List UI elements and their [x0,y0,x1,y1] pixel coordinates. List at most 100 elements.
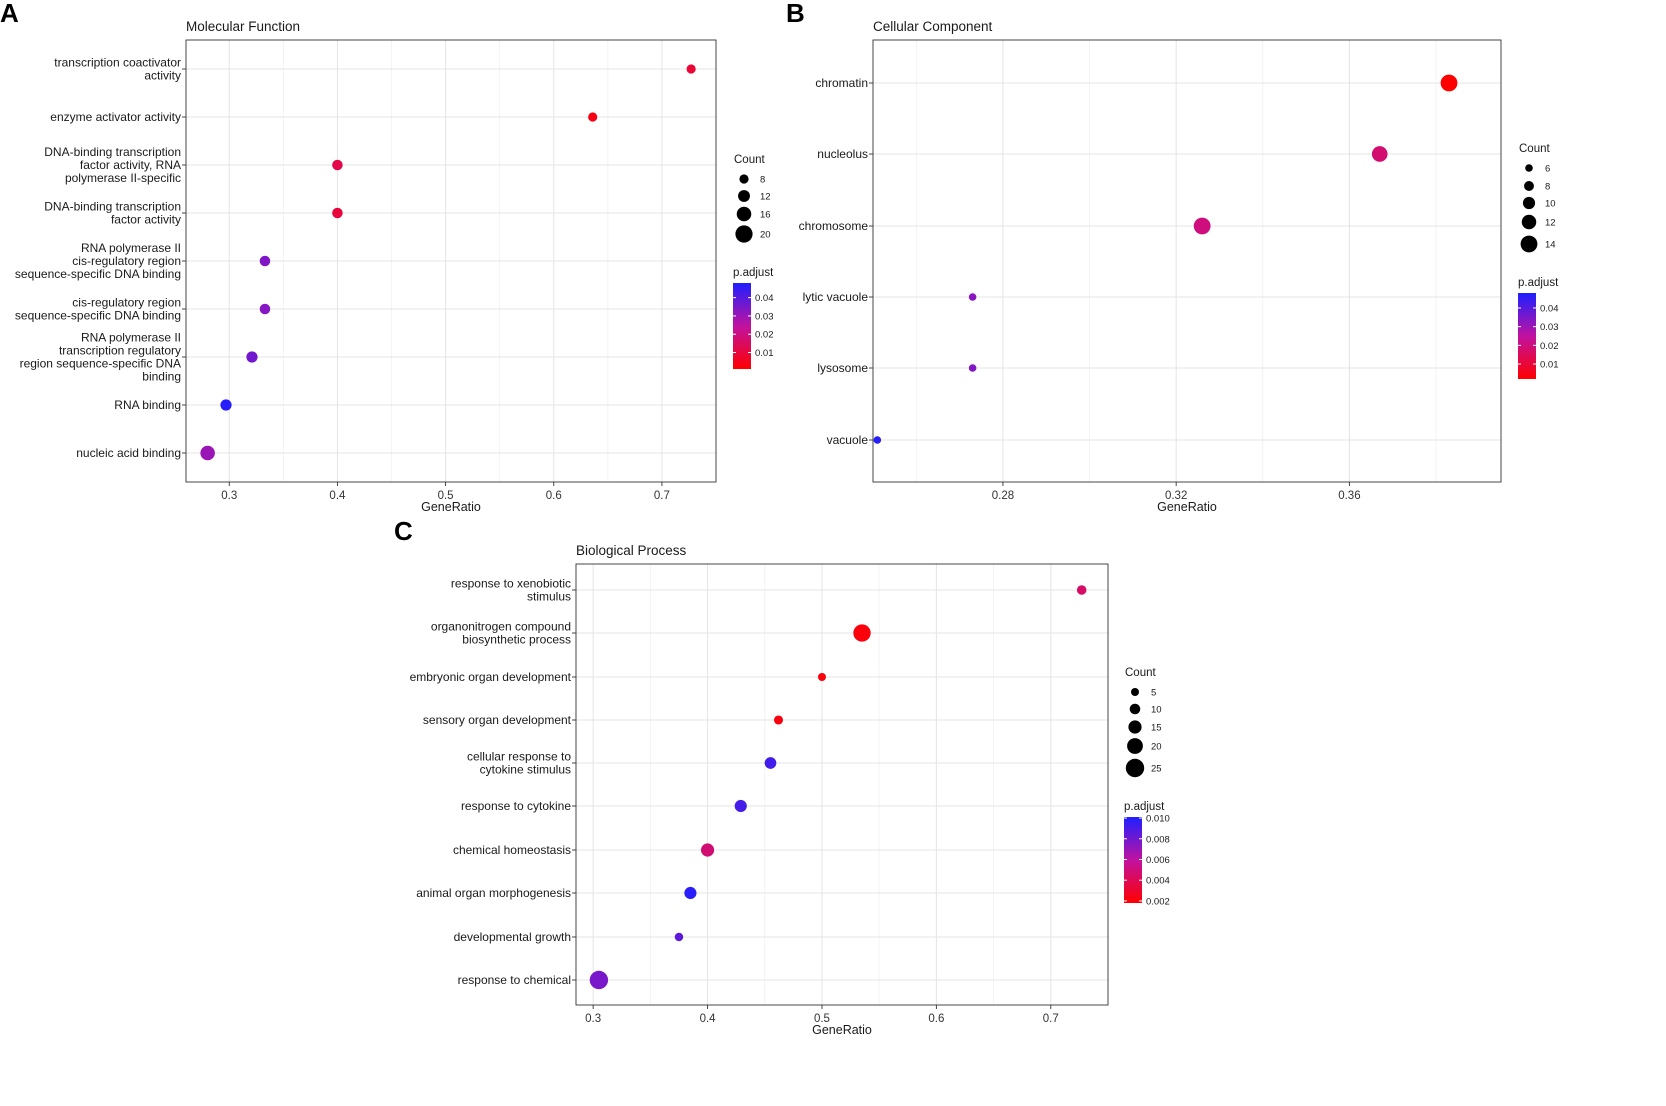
y-category-label: RNA binding [114,398,181,412]
plot-area [873,40,1501,482]
padjust-colorbar [1518,293,1536,379]
y-category-label: chromosome [799,219,869,233]
padjust-legend-label: 0.01 [1540,360,1559,371]
padjust-legend-label: 0.03 [1540,322,1559,333]
count-legend-key [738,190,750,202]
count-legend-label: 20 [1151,742,1162,753]
padjust-legend-label: 0.04 [1540,303,1559,314]
data-point [773,715,784,725]
count-legend-key [1521,214,1537,230]
y-category-label: transcription coactivator activity [54,56,181,83]
count-legend-key [1125,758,1145,778]
plot-border [872,39,1502,483]
y-category-label: RNA polymerase II cis-regulatory region se… [15,241,181,281]
count-legend-label: 15 [1151,723,1162,734]
data-point [873,436,882,444]
x-tick-label: 0.5 [814,1013,830,1025]
count-legend-key [1129,703,1141,715]
panel-c: C Biological Process 0.3 0.4 0.5 0.6 0.7 GeneRa… [394,516,1170,1037]
padjust-legend-label: 0.01 [755,348,774,359]
x-axis-title: GeneRatio [421,500,481,514]
x-tick-label: 0.4 [329,490,346,502]
data-point [246,351,258,363]
panel-b: B Cellular Component 0.28 0.32 0.36 GeneRatio… [786,0,1559,514]
panel-label: B [786,0,805,28]
padjust-legend-label: 0.008 [1146,834,1170,845]
y-category-label: enzyme activator activity [50,110,181,124]
data-point [259,303,271,315]
y-category-label: cis-regulatory region sequence-specific D… [15,296,181,323]
x-tick-label: 0.32 [1165,490,1187,502]
data-point [259,255,271,267]
y-category-label: response to xenobiotic stimulus [451,577,571,604]
x-tick-label: 0.6 [928,1013,944,1025]
count-legend-key [736,206,752,222]
plot-border [575,563,1109,1006]
y-category-label: nucleolus [817,147,868,161]
data-point [1076,585,1087,595]
y-category-label: DNA-binding transcription factor activity… [44,145,181,185]
x-tick-label: 0.7 [1043,1013,1059,1025]
data-point [968,364,977,372]
count-legend-key [1520,235,1538,253]
x-tick-label: 0.6 [546,490,562,502]
padjust-colorbar [733,283,751,369]
count-legend-key [739,174,749,184]
y-category-label: lytic vacuole [803,290,869,304]
y-category-label: lysosome [817,361,868,375]
data-point [1371,146,1388,162]
y-category-label: RNA polymerase II transcription regulator… [20,331,181,384]
data-point [332,207,343,219]
padjust-legend-label: 0.006 [1146,855,1170,866]
y-category-label: developmental growth [454,930,571,944]
data-point [686,64,696,74]
panel-a: A Molecular Function 0.3 0.4 0.5 0.6 0.7 GeneRa… [0,0,774,514]
count-legend-label: 12 [760,192,771,203]
y-category-label: response to chemical [458,973,571,987]
data-point [764,757,777,769]
count-legend-key [1131,688,1139,696]
plot-title: Cellular Component [873,19,993,34]
data-point [853,624,871,642]
data-point [684,886,697,900]
x-tick-label: 0.28 [992,490,1014,502]
y-category-label: chromatin [815,76,868,90]
data-point [734,799,747,813]
count-legend-label: 8 [760,175,765,186]
count-legend-label: 5 [1151,688,1156,699]
x-tick-label: 0.3 [221,490,237,502]
count-legend-key [1128,720,1142,734]
plot-area [576,564,1108,1005]
y-category-label: DNA-binding transcription factor activity [44,200,181,227]
y-category-label: chemical homeostasis [453,843,571,857]
count-legend-label: 10 [1545,199,1556,210]
data-point [700,843,715,857]
padjust-legend-label: 0.04 [755,293,774,304]
panel-label: C [394,516,413,546]
data-point [220,399,232,411]
count-legend-title: Count [1519,143,1550,155]
data-point [968,293,977,301]
count-legend-key [1127,738,1143,754]
data-point [588,112,598,122]
count-legend-key [735,225,753,243]
x-axis-title: GeneRatio [1157,500,1217,514]
y-category-label: response to cytokine [461,799,571,813]
count-legend-label: 20 [760,230,771,241]
padjust-legend-label: 0.010 [1146,814,1170,825]
y-category-label: animal organ morphogenesis [416,886,571,900]
count-legend-label: 8 [1545,182,1550,193]
data-point [674,932,684,942]
x-tick-label: 0.5 [438,490,454,502]
x-tick-label: 0.4 [700,1013,717,1025]
count-legend-key [1522,196,1536,210]
plot-title: Molecular Function [186,19,300,34]
x-axis-title: GeneRatio [812,1023,872,1037]
padjust-legend-label: 0.02 [1540,341,1559,352]
panel-label: A [0,0,19,28]
count-legend-key [1524,181,1534,191]
x-tick-label: 0.7 [654,490,670,502]
y-category-label: vacuole [827,433,869,447]
padjust-legend-label: 0.004 [1146,876,1170,887]
count-legend-label: 10 [1151,705,1162,716]
